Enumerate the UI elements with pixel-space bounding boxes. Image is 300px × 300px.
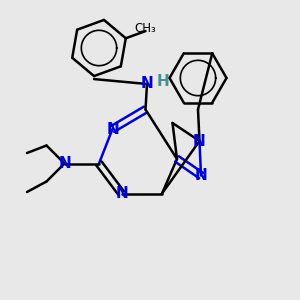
Text: N: N <box>58 156 71 171</box>
Text: N: N <box>195 168 207 183</box>
Text: N: N <box>115 186 128 201</box>
Text: CH₃: CH₃ <box>135 22 156 34</box>
Text: N: N <box>193 134 206 148</box>
Text: N: N <box>106 122 119 136</box>
Text: N: N <box>141 76 153 92</box>
Text: H: H <box>157 74 170 89</box>
